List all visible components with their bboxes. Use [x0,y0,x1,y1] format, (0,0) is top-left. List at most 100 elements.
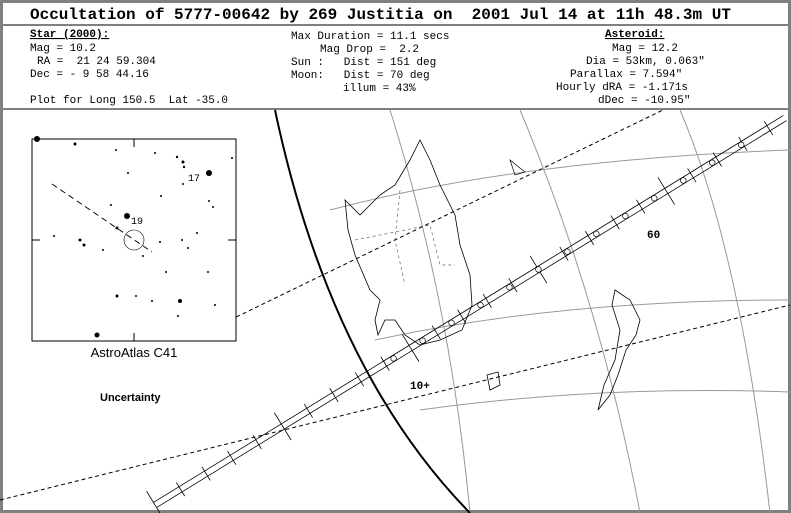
time-tick [559,246,569,261]
star [78,238,82,242]
star [175,155,179,159]
star-line: Mag = 10.2 [30,43,96,55]
time-tick [482,293,492,308]
time-tick [329,388,339,403]
star [181,160,185,164]
star [165,271,167,273]
star-heading: Star (2000): [30,29,109,41]
star [127,172,129,174]
star [160,195,162,197]
meridian [389,109,471,513]
asteroid-line: Parallax = 7.594" [570,69,682,81]
star [34,136,40,142]
time-tick [431,325,441,340]
star [115,294,119,298]
event-line: Moon: Dist = 70 deg [291,70,430,82]
time-tick [657,177,675,205]
event-line: illum = 43% [343,83,416,95]
site-marker [564,248,571,255]
uncertainty-line [229,108,666,321]
time-tick [380,356,390,371]
event-line: Max Duration = 11.1 secs [291,31,449,43]
parallel [374,299,791,341]
title: Occultation of 5777-00642 by 269 Justiti… [30,6,731,24]
star [196,232,198,234]
star [124,213,130,219]
event-line: Mag Drop = 2.2 [320,44,419,56]
site-marker [593,230,600,238]
star-chart: 17 19 AstroAtlas C41 [31,136,237,360]
new-zealand [597,289,641,411]
site-marker [738,141,745,149]
time-tick [227,450,237,465]
star [231,157,233,159]
time-tick [201,466,211,481]
star [94,332,100,338]
star [207,271,209,273]
star [159,241,161,243]
star [182,183,184,185]
asteroid-line: dDec = -10.95" [598,95,690,107]
star [182,165,186,169]
site-marker [651,195,658,202]
star [212,206,214,208]
site-marker [390,355,397,362]
uncertainty-label: Uncertainty [100,392,161,404]
star [110,204,112,206]
path-edge [153,115,784,503]
star [154,152,156,154]
star-line: RA = 21 24 59.304 [37,56,156,68]
site-marker [680,177,687,184]
time-tick [712,152,722,167]
site-marker [535,266,542,273]
star [214,304,216,306]
target-circle [123,229,145,251]
altitude-label: 10+ [410,381,430,393]
star-line: Dec = - 9 58 44.16 [30,69,149,81]
time-tick [146,491,161,513]
site-marker [709,159,716,166]
time-tick [252,435,262,450]
star [82,243,86,247]
site-marker [448,319,455,327]
time-tick [274,412,292,441]
star-label: 17 [188,174,200,185]
asteroid-track [51,183,153,253]
uncertainty-line [0,304,791,501]
time-tick [457,309,467,324]
star-chart-caption: AstroAtlas C41 [91,345,178,360]
star [206,170,212,176]
time-tick [636,199,646,214]
time-tick [610,215,620,230]
time-tick [354,372,365,387]
star [151,300,153,302]
plot-note: Plot for Long 150.5 Lat -35.0 [30,95,228,107]
star [53,235,55,237]
site-marker [477,301,484,309]
map-area: 60 10+ Uncertainty [0,108,791,513]
asteroid-line: Dia = 53km, 0.063" [586,56,705,68]
star [102,249,104,251]
time-tick [508,278,518,293]
star [187,247,189,249]
earth-limb [274,109,471,513]
path-edge [156,120,787,508]
star-chart-frame [31,138,237,342]
star [73,142,77,146]
star [178,299,182,303]
time-tick [401,334,420,362]
meridian [679,109,771,513]
meridian [519,109,641,513]
star [177,315,179,317]
tasmania [486,371,501,391]
star [208,200,210,202]
asteroid-heading: Asteroid: [605,29,664,41]
site-marker [419,337,426,344]
time-tick [585,231,595,246]
site-marker [506,284,513,291]
australia [344,139,473,346]
star [142,255,144,257]
time-tick [687,168,697,183]
time-tick [176,482,186,497]
